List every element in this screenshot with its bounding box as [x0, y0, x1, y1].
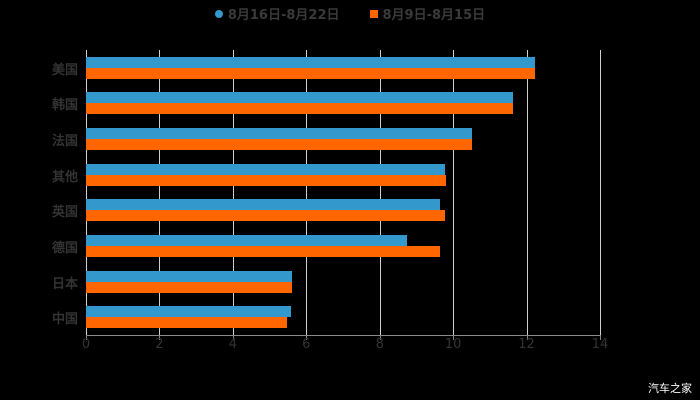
gridline	[232, 50, 234, 335]
bar-2[interactable]	[86, 317, 288, 329]
gridline	[600, 50, 601, 335]
x-tick-label: 10	[444, 337, 462, 352]
axis-tick	[232, 335, 234, 340]
axis-tick	[453, 335, 455, 340]
x-axis	[86, 335, 600, 336]
bar-2[interactable]	[86, 281, 292, 293]
bar-1[interactable]	[86, 270, 292, 282]
axis-tick	[86, 335, 87, 340]
axis-tick	[306, 335, 308, 340]
x-tick-label: 2	[155, 337, 164, 352]
legend-label-series-2: 8月9日-8月15日	[382, 8, 486, 23]
y-axis	[86, 50, 87, 335]
watermark: 汽车之家	[648, 382, 692, 395]
chart-legend: 8月16日-8月22日 8月9日-8月15日	[0, 4, 700, 23]
x-tick-label: 14	[591, 337, 609, 352]
axis-tick	[159, 335, 161, 340]
gridline	[453, 50, 455, 335]
gridline	[306, 50, 308, 335]
category-label: 美国	[51, 62, 78, 78]
legend-label-series-1: 8月16日-8月22日	[227, 8, 340, 23]
category-label: 日本	[51, 276, 78, 292]
bar-1[interactable]	[86, 234, 408, 246]
bar-2[interactable]	[86, 245, 441, 257]
x-tick-label: 6	[302, 337, 311, 352]
category-label: 法国	[51, 134, 78, 150]
axis-tick	[526, 335, 528, 340]
legend-item-series-1[interactable]: 8月16日-8月22日	[214, 4, 340, 23]
gridline	[379, 50, 381, 335]
category-label: 中国	[51, 312, 78, 328]
bar-2[interactable]	[86, 67, 536, 79]
axis-tick	[600, 335, 601, 340]
legend-item-series-2[interactable]: 8月9日-8月15日	[369, 4, 486, 23]
bar-2[interactable]	[86, 210, 446, 222]
axis-tick	[379, 335, 381, 340]
category-label: 韩国	[51, 98, 78, 114]
category-label: 德国	[51, 240, 78, 256]
bar-2[interactable]	[86, 103, 513, 115]
bar-1[interactable]	[86, 56, 536, 68]
series-2-marker-icon	[369, 9, 378, 18]
bar-1[interactable]	[86, 92, 513, 104]
bar-1[interactable]	[86, 306, 292, 318]
category-label: 其他	[51, 169, 78, 185]
x-tick-label: 4	[228, 337, 237, 352]
series-1-marker-icon	[214, 9, 223, 18]
bar-1[interactable]	[86, 163, 446, 175]
x-tick-label: 12	[518, 337, 535, 352]
bar-1[interactable]	[86, 128, 473, 140]
gridline	[159, 50, 161, 335]
bar-2[interactable]	[86, 139, 473, 151]
gridline	[526, 50, 528, 335]
x-tick-label: 8	[375, 337, 384, 352]
bar-2[interactable]	[86, 174, 447, 186]
x-tick-label: 0	[81, 337, 91, 352]
category-label: 英国	[51, 205, 78, 221]
bar-1[interactable]	[86, 199, 441, 211]
